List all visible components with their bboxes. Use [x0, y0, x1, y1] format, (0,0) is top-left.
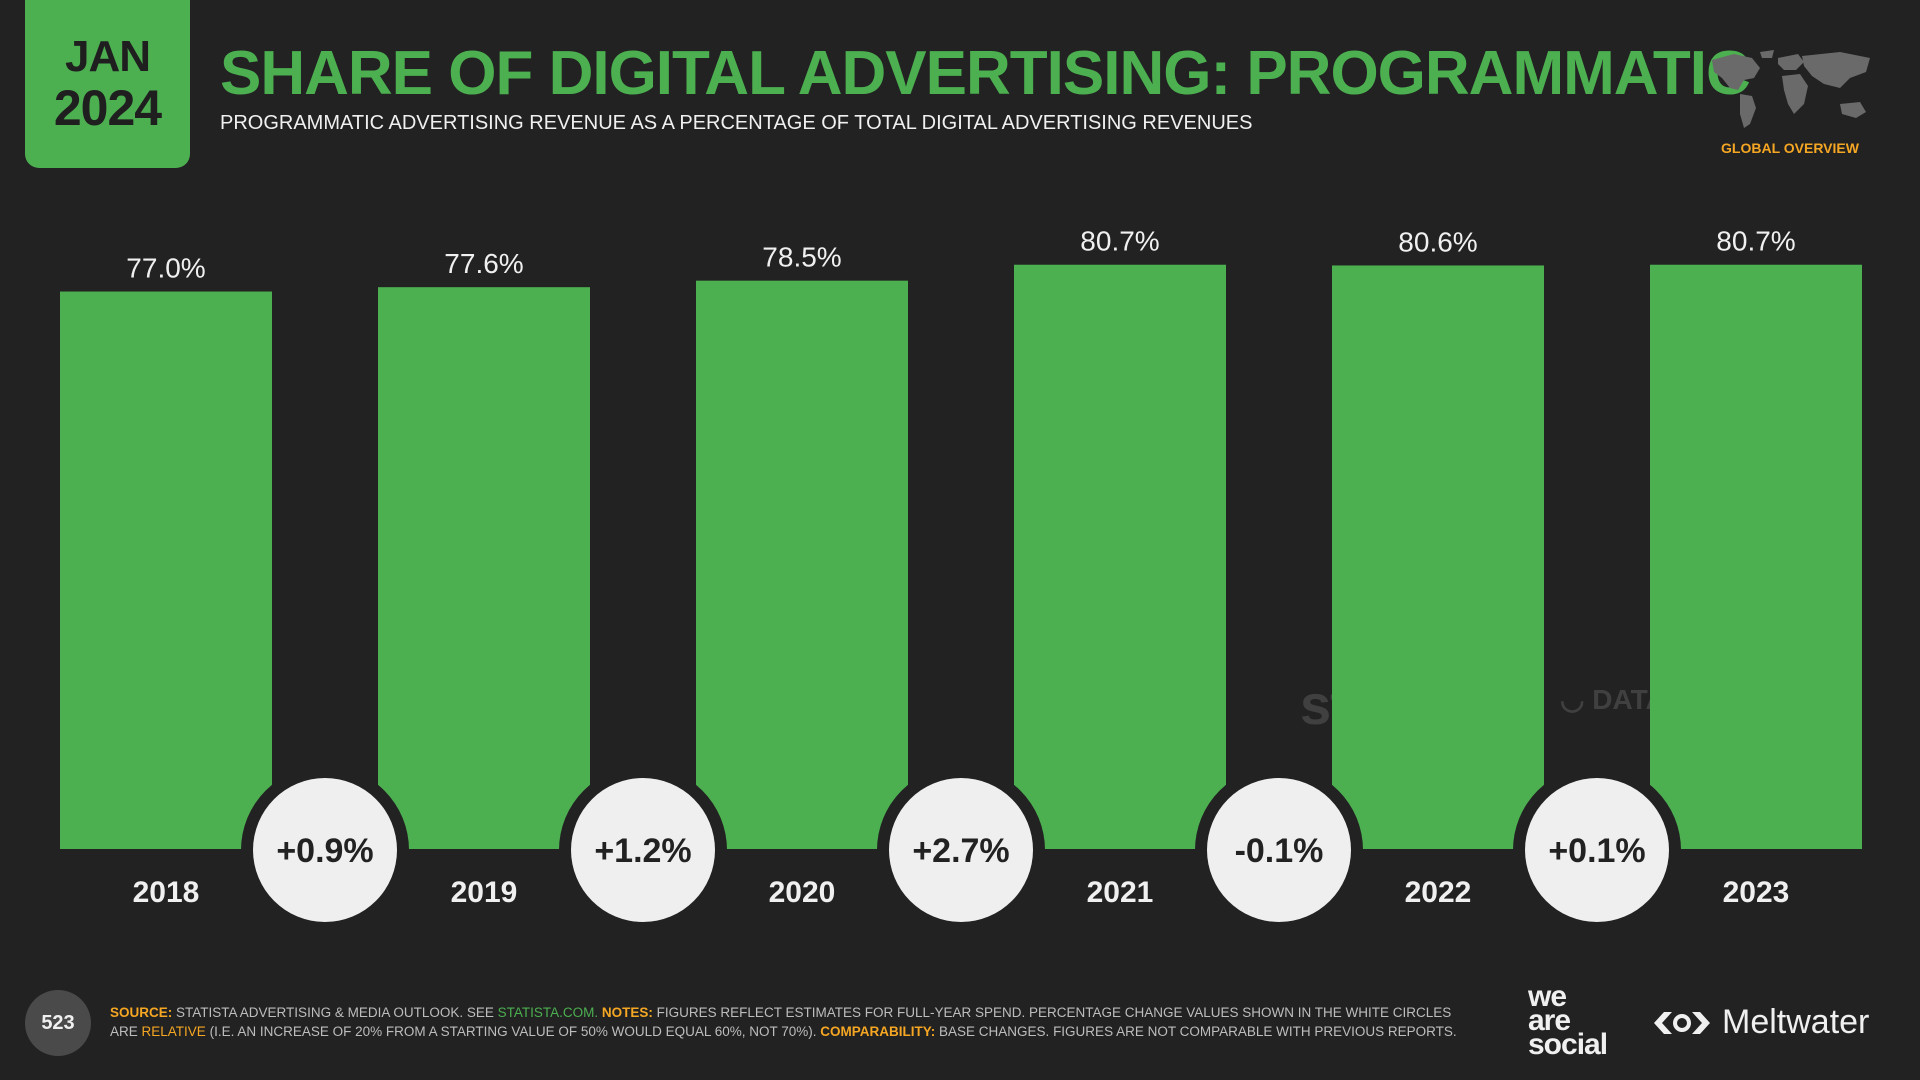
date-month: JAN [64, 32, 151, 81]
value-label-2018: 77.0% [126, 253, 205, 284]
notes-key: NOTES: [601, 1005, 653, 1020]
category-label-2023: 2023 [1723, 876, 1790, 909]
region-label: GLOBAL OVERVIEW [1721, 140, 1859, 156]
source-link[interactable]: STATISTA.COM. [497, 1005, 599, 1020]
page-title: SHARE OF DIGITAL ADVERTISING: PROGRAMMAT… [220, 39, 1751, 108]
category-label-2022: 2022 [1405, 876, 1472, 909]
world-map-icon [1712, 50, 1870, 128]
notes-text: FIGURES REFLECT ESTIMATES FOR FULL-YEAR … [110, 1005, 1452, 1039]
page-number: 523 [25, 990, 91, 1056]
category-label-2019: 2019 [451, 876, 518, 909]
value-label-2020: 78.5% [762, 242, 841, 273]
value-label-2021: 80.7% [1080, 226, 1159, 257]
comparability-key: COMPARABILITY: [820, 1024, 936, 1039]
date-tab: JAN 2024 [25, 0, 190, 168]
value-label-2022: 80.6% [1398, 226, 1477, 257]
change-label-5: +0.1% [1548, 832, 1645, 870]
change-circle-2 [571, 778, 715, 922]
region-badge: GLOBAL OVERVIEW [1700, 48, 1880, 158]
meltwater-logo: Meltwater [1650, 1003, 1869, 1042]
change-circle-4 [1207, 778, 1351, 922]
logo-social: social [1528, 1028, 1608, 1061]
change-circle-1 [253, 778, 397, 922]
bar-2021 [1014, 264, 1226, 849]
source-text: STATISTA ADVERTISING & MEDIA OUTLOOK. SE… [176, 1005, 494, 1020]
bar-2018 [60, 291, 272, 849]
bar-2019 [378, 287, 590, 849]
footer-notes: SOURCE: STATISTA ADVERTISING & MEDIA OUT… [110, 1003, 1470, 1041]
change-label-3: +2.7% [912, 832, 1009, 870]
meltwater-text: Meltwater [1722, 1003, 1870, 1041]
logo-are: are [1528, 1004, 1571, 1037]
change-label-2: +1.2% [594, 832, 691, 870]
relative-word: RELATIVE [141, 1024, 206, 1039]
category-label-2020: 2020 [769, 876, 836, 909]
change-label-4: -0.1% [1235, 832, 1324, 870]
relative-text: (I.E. AN INCREASE OF 20% FROM A STARTING… [209, 1024, 817, 1039]
bar-2020 [696, 280, 908, 849]
change-circle-5 [1525, 778, 1669, 922]
bar-chart: 77.0% 2018 77.6% 2019 78.5% 2020 80.7% 2021 80.6… [60, 225, 1862, 922]
bar-2022 [1332, 265, 1544, 849]
datareportal-icon: ◡ [1560, 684, 1585, 715]
value-label-2023: 80.7% [1716, 226, 1795, 257]
date-year: 2024 [53, 80, 162, 136]
bar-2023 [1650, 264, 1862, 849]
we-are-social-logo: we are social [1528, 980, 1608, 1061]
change-label-1: +0.9% [276, 832, 373, 870]
change-circle-3 [889, 778, 1033, 922]
source-key: SOURCE: [110, 1005, 173, 1020]
value-label-2019: 77.6% [444, 248, 523, 279]
comparability-text: BASE CHANGES. FIGURES ARE NOT COMPARABLE… [939, 1024, 1457, 1039]
category-label-2021: 2021 [1087, 876, 1154, 909]
page-subtitle: PROGRAMMATIC ADVERTISING REVENUE AS A PE… [220, 112, 1253, 134]
logo-we: we [1528, 980, 1567, 1013]
category-label-2018: 2018 [133, 876, 200, 909]
meltwater-icon [1654, 1011, 1710, 1034]
